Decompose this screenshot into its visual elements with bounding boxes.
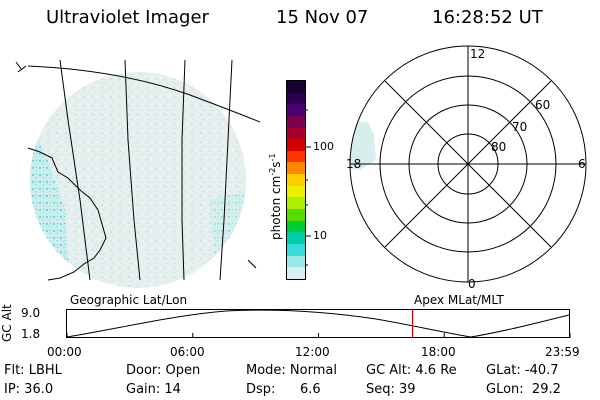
meridian-line xyxy=(181,59,186,281)
status-mode: Mode: Normal xyxy=(246,363,337,378)
latitude-line xyxy=(27,65,260,123)
color-bar-segment xyxy=(287,220,305,233)
color-bar xyxy=(286,80,306,280)
polar-label-0: 0 xyxy=(468,277,476,291)
color-bar-segment xyxy=(287,81,305,93)
orbit-x-ticks xyxy=(66,333,571,338)
color-bar-segment xyxy=(287,150,305,163)
colorbar-tick-100: 100 xyxy=(313,140,334,153)
color-bar-segment xyxy=(287,127,305,140)
status-gc-alt: GC Alt: 4.6 Re xyxy=(366,363,457,378)
color-bar-ticks xyxy=(305,109,311,266)
meridian-line xyxy=(59,59,91,281)
orbit-tick-1: 06:00 xyxy=(170,345,205,359)
status-ip: IP: 36.0 xyxy=(4,382,54,397)
orbit-altitude-curve xyxy=(66,309,570,338)
orbit-right-title: Apex MLat/MLT xyxy=(414,293,504,307)
polar-lat-80: 80 xyxy=(491,140,507,154)
status-door: Door: Open xyxy=(126,363,201,378)
polar-label-18: 18 xyxy=(346,157,362,171)
orbit-tick-0: 00:00 xyxy=(47,345,82,359)
coastline xyxy=(27,147,107,281)
meridian-line xyxy=(124,59,141,281)
corner-mark xyxy=(15,61,27,73)
status-dsp-value: 6.6 xyxy=(300,382,321,397)
colorbar-tick-10: 10 xyxy=(313,229,327,242)
color-bar-segment xyxy=(287,255,305,268)
polar-lat-60: 60 xyxy=(535,98,551,112)
status-filter: Flt: LBHL xyxy=(4,363,62,378)
colorbar-unit-label: photon cm-2s-1 xyxy=(268,153,283,240)
color-bar-segment xyxy=(287,209,305,221)
color-bar-segment xyxy=(287,267,305,279)
polar-label-6: 6 xyxy=(578,157,586,171)
uv-image-disc xyxy=(30,72,246,288)
color-bar-segment xyxy=(287,139,305,151)
orbit-tick-4: 23:59 xyxy=(545,345,580,359)
orbit-y-bottom: 1.8 xyxy=(21,327,41,341)
status-dsp-label: Dsp: xyxy=(246,382,276,397)
color-bar-segment xyxy=(287,243,305,256)
instrument-title: Ultraviolet Imager xyxy=(46,7,209,28)
polar-label-12: 12 xyxy=(470,47,486,61)
color-bar-segment xyxy=(287,174,305,186)
orbit-altitude-plot xyxy=(66,309,571,338)
polar-mlt-plot xyxy=(349,45,587,283)
status-gain: Gain: 14 xyxy=(126,382,181,397)
orbit-left-title: Geographic Lat/Lon xyxy=(70,293,188,307)
color-bar-segment xyxy=(287,162,305,175)
orbit-y-top: 9.0 xyxy=(21,306,41,320)
color-bar-segment xyxy=(287,92,305,105)
corner-mark xyxy=(247,259,257,269)
color-bar-segment xyxy=(287,185,305,198)
orbit-y-axis-label: GC Alt xyxy=(0,304,14,342)
color-bar-segment xyxy=(287,197,305,210)
orbit-tick-2: 12:00 xyxy=(295,345,330,359)
color-bar-segment xyxy=(287,115,305,128)
polar-lat-70: 70 xyxy=(512,120,528,134)
status-glat: GLat: -40.7 xyxy=(486,363,559,378)
polar-axis-diagonal xyxy=(384,80,552,248)
status-seq: Seq: 39 xyxy=(366,382,416,397)
polar-uv-patch xyxy=(350,120,376,170)
orbit-tick-3: 18:00 xyxy=(421,345,456,359)
date-label: 15 Nov 07 xyxy=(276,7,369,28)
color-bar-segment xyxy=(287,104,305,116)
geographic-image-panel xyxy=(15,59,260,288)
time-label: 16:28:52 UT xyxy=(432,7,543,28)
status-glon: GLon: 29.2 xyxy=(486,382,561,397)
meridian-line xyxy=(219,59,233,281)
color-bar-segment xyxy=(287,232,305,244)
